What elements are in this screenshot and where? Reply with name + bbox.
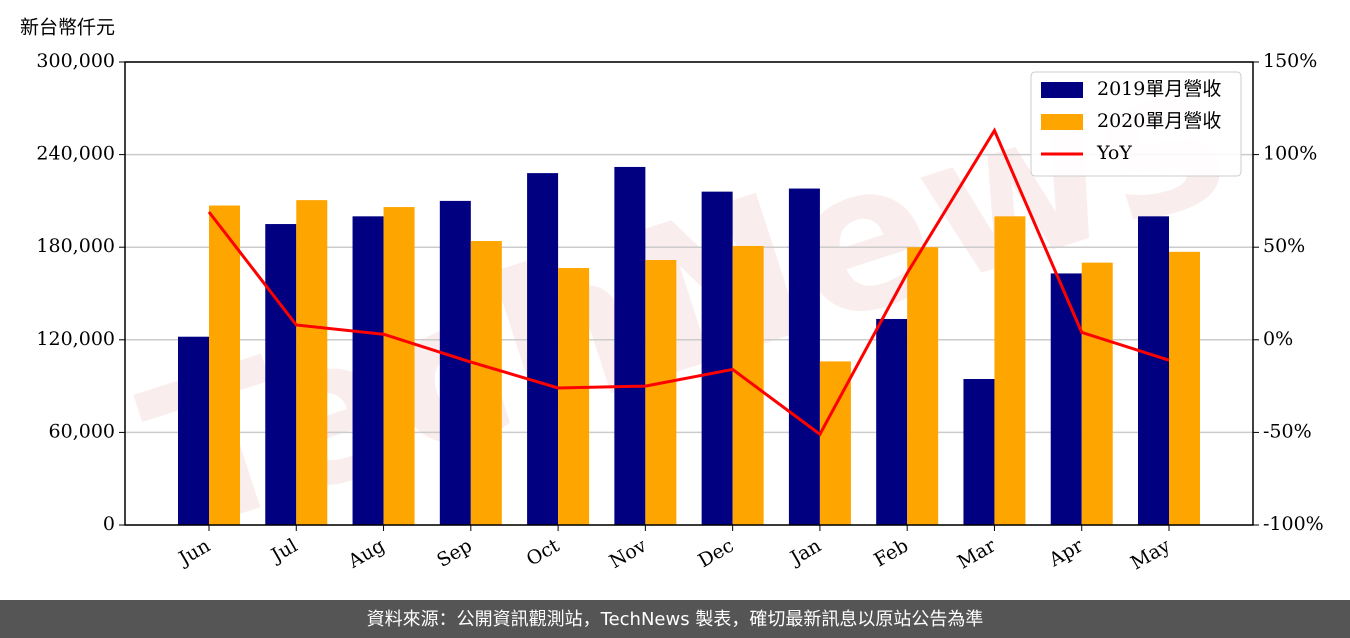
legend-box (1030, 71, 1242, 177)
bar (558, 268, 590, 525)
bar (788, 188, 820, 525)
y-tick-label: 180,000 (36, 235, 115, 257)
legend: 2019單月營收 2020單月營收 YoY (1030, 71, 1242, 177)
bar (439, 200, 471, 525)
bar (994, 216, 1026, 526)
line (207, 127, 1170, 437)
bar (209, 205, 240, 525)
bar (470, 241, 502, 525)
bar (178, 336, 209, 525)
y-tick-label: 300,000 (36, 50, 115, 72)
bar (701, 191, 733, 525)
x-tick-label: Feb (870, 535, 912, 572)
bar (907, 247, 939, 525)
y2-tick-label: -50% (1263, 420, 1312, 442)
bar (614, 166, 646, 526)
bar (527, 173, 559, 525)
y2-tick-label: 50% (1263, 235, 1305, 257)
bar (732, 245, 764, 525)
legend-label: 2019單月營收 (1097, 78, 1221, 100)
x-tick-label: Oct (523, 534, 564, 570)
y2-tick-label: 0% (1263, 328, 1293, 350)
legend-label: YoY (1096, 142, 1132, 164)
x-tick-label: Dec (694, 535, 737, 573)
x-tick-label: Jan (785, 535, 825, 571)
bar (876, 318, 908, 525)
y2-tick-label: -100% (1263, 513, 1324, 535)
y-tick-label: 60,000 (49, 420, 115, 442)
bar (963, 379, 995, 525)
x-tick-label: Aug (344, 535, 389, 574)
y-tick-label: 240,000 (36, 143, 115, 165)
bar (265, 224, 297, 526)
y2-tick-label: 100% (1263, 143, 1317, 165)
bar (1081, 262, 1113, 525)
x-tick-label: May (1127, 534, 1174, 574)
x-tick-label: Nov (606, 534, 651, 573)
x-tick-label: Sep (433, 535, 476, 572)
plot-frame (124, 61, 1254, 526)
bar (1138, 216, 1169, 526)
x-tick-label: Apr (1045, 534, 1088, 571)
bar (352, 216, 384, 526)
legend-swatch (1041, 82, 1083, 98)
bar (1169, 251, 1200, 525)
legend-swatch (1041, 114, 1083, 130)
bar (296, 200, 328, 525)
bar (645, 260, 677, 525)
footer-bar (0, 600, 1350, 638)
x-tick-label: Mar (954, 534, 1000, 573)
legend-label: 2020單月營收 (1097, 110, 1221, 132)
y-tick-label: 120,000 (36, 328, 115, 350)
y-axis-label: 新台幣仟元 (20, 17, 115, 39)
y2-tick-label: 150% (1263, 50, 1317, 72)
bar (1050, 273, 1082, 525)
bar (383, 207, 415, 525)
y-tick-label: 0 (103, 513, 115, 535)
footer: 資料來源：公開資訊觀測站，TechNews 製表，確切最新訊息以原站公告為準 (367, 609, 984, 630)
